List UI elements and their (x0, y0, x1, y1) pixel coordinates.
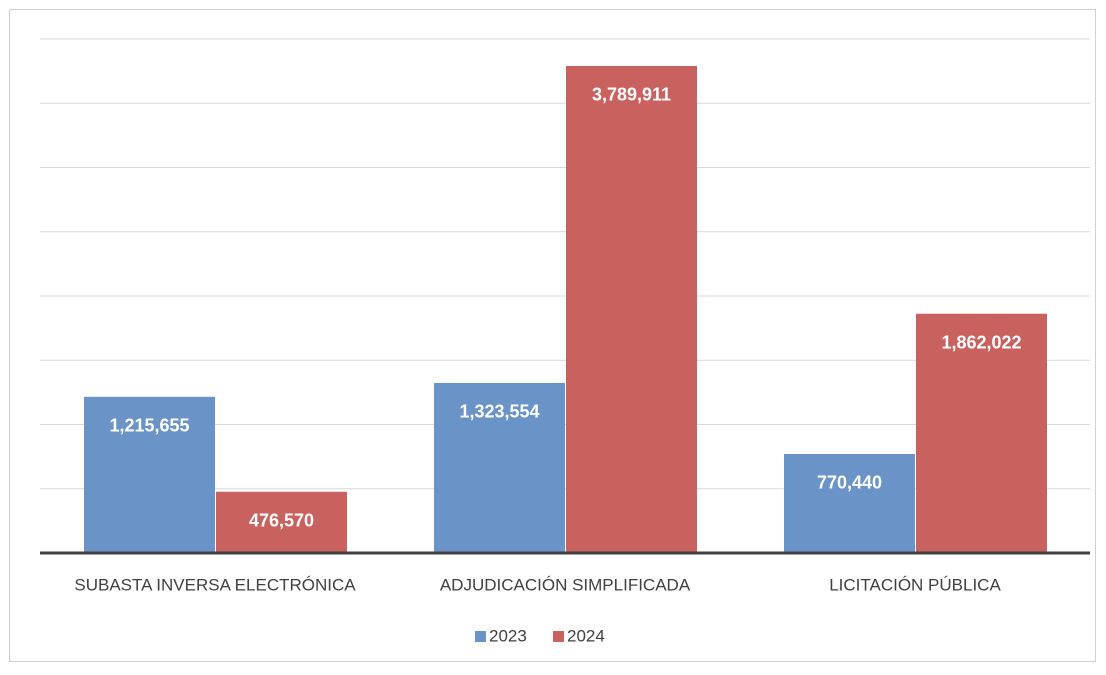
bar (784, 453, 915, 553)
bar (434, 382, 565, 553)
x-tick-label: LICITACIÓN PÚBLICA (829, 575, 1001, 594)
bar (216, 491, 347, 553)
x-tick-label: ADJUDICACIÓN SIMPLIFICADA (440, 575, 691, 594)
data-label: 1,862,022 (941, 332, 1021, 352)
data-label: 3,789,911 (592, 85, 671, 105)
x-tick-label: SUBASTA INVERSA ELECTRÓNICA (74, 575, 356, 594)
bar (566, 65, 697, 554)
bar (84, 396, 215, 553)
data-label: 1,323,554 (459, 402, 539, 422)
data-label: 476,570 (249, 511, 314, 531)
legend-swatch (475, 631, 486, 642)
legend-label: 2023 (489, 626, 527, 645)
legend-label: 2024 (567, 626, 605, 645)
legend-swatch (553, 631, 564, 642)
data-label: 770,440 (817, 473, 882, 493)
bar (916, 313, 1047, 553)
data-label: 1,215,655 (109, 416, 189, 436)
